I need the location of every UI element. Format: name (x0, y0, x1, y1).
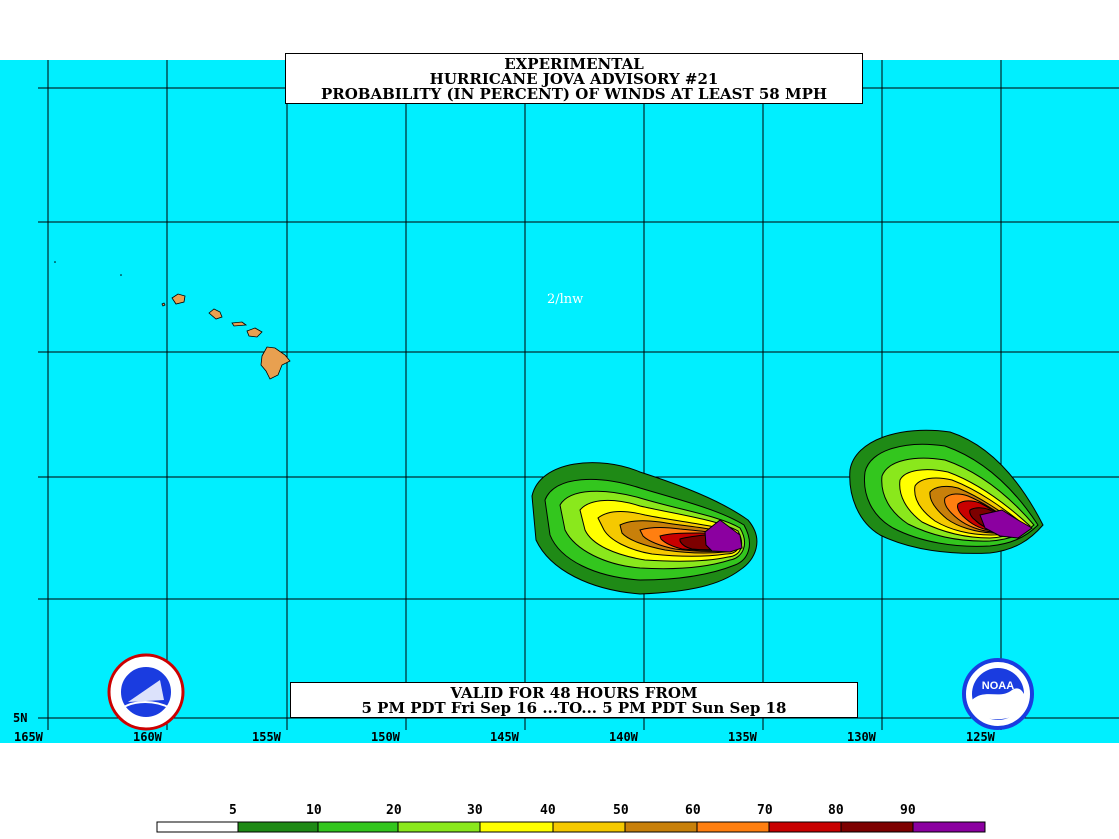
noaa-logo-icon: NOAA (962, 658, 1034, 730)
title-line-1: EXPERIMENTAL (504, 55, 644, 73)
legend-label-10: 10 (306, 803, 322, 818)
wind-probability-swath-east (849, 429, 1044, 554)
map-title-box: EXPERIMENTAL HURRICANE JOVA ADVISORY #21… (285, 53, 863, 104)
legend-swatch-0 (156, 821, 239, 833)
lat-label-5n: 5N (13, 711, 28, 725)
lon-label-135w: 135W (728, 730, 757, 744)
lon-label-140w: 140W (609, 730, 638, 744)
valid-line-2: 5 PM PDT Fri Sep 16 ...TO... 5 PM PDT Su… (361, 699, 787, 717)
island-maui (246, 327, 263, 338)
legend-swatch-5 (552, 821, 626, 833)
legend-label-90: 90 (900, 803, 916, 818)
credit-initials: 2/lnw (547, 292, 584, 307)
legend-swatch-8 (768, 821, 842, 833)
island-oahu (208, 308, 223, 320)
legend-swatch-7 (696, 821, 770, 833)
legend-label-60: 60 (685, 803, 701, 818)
legend-label-20: 20 (386, 803, 402, 818)
lon-label-125w: 125W (966, 730, 995, 744)
island-big-island (260, 346, 291, 380)
legend-label-80: 80 (828, 803, 844, 818)
legend-swatch-4 (479, 821, 554, 833)
lon-label-150w: 150W (371, 730, 400, 744)
legend-swatch-10 (912, 821, 986, 833)
lon-label-145w: 145W (490, 730, 519, 744)
title-line-3: PROBABILITY (IN PERCENT) OF WINDS AT LEA… (320, 85, 828, 103)
legend-swatch-3 (397, 821, 481, 833)
svg-text:NOAA: NOAA (982, 680, 1014, 692)
island-kauai (171, 293, 186, 305)
lon-label-160w: 160W (133, 730, 162, 744)
hawaiian-islands (161, 293, 291, 380)
graticule (38, 60, 1119, 730)
nws-logo-icon (107, 653, 185, 731)
legend-label-70: 70 (757, 803, 773, 818)
legend-label-50: 50 (613, 803, 629, 818)
island-molokai (231, 321, 248, 327)
legend-label-40: 40 (540, 803, 556, 818)
legend-swatch-9 (840, 821, 914, 833)
legend-swatch-1 (237, 821, 319, 833)
wind-probability-swath-west (531, 462, 758, 595)
ocean-background (0, 60, 1119, 743)
legend-color-bar (156, 821, 986, 833)
legend-swatch-2 (317, 821, 399, 833)
legend-label-5: 5 (229, 803, 237, 818)
lon-label-155w: 155W (252, 730, 281, 744)
valid-line-1: VALID FOR 48 HOURS FROM (450, 684, 698, 702)
legend-swatch-6 (624, 821, 698, 833)
lon-label-130w: 130W (847, 730, 876, 744)
valid-period-box: VALID FOR 48 HOURS FROM 5 PM PDT Fri Sep… (290, 682, 858, 718)
lon-label-165w: 165W (14, 730, 43, 744)
island-niihau (161, 302, 166, 307)
legend-label-30: 30 (467, 803, 483, 818)
title-line-2: HURRICANE JOVA ADVISORY #21 (429, 70, 719, 88)
